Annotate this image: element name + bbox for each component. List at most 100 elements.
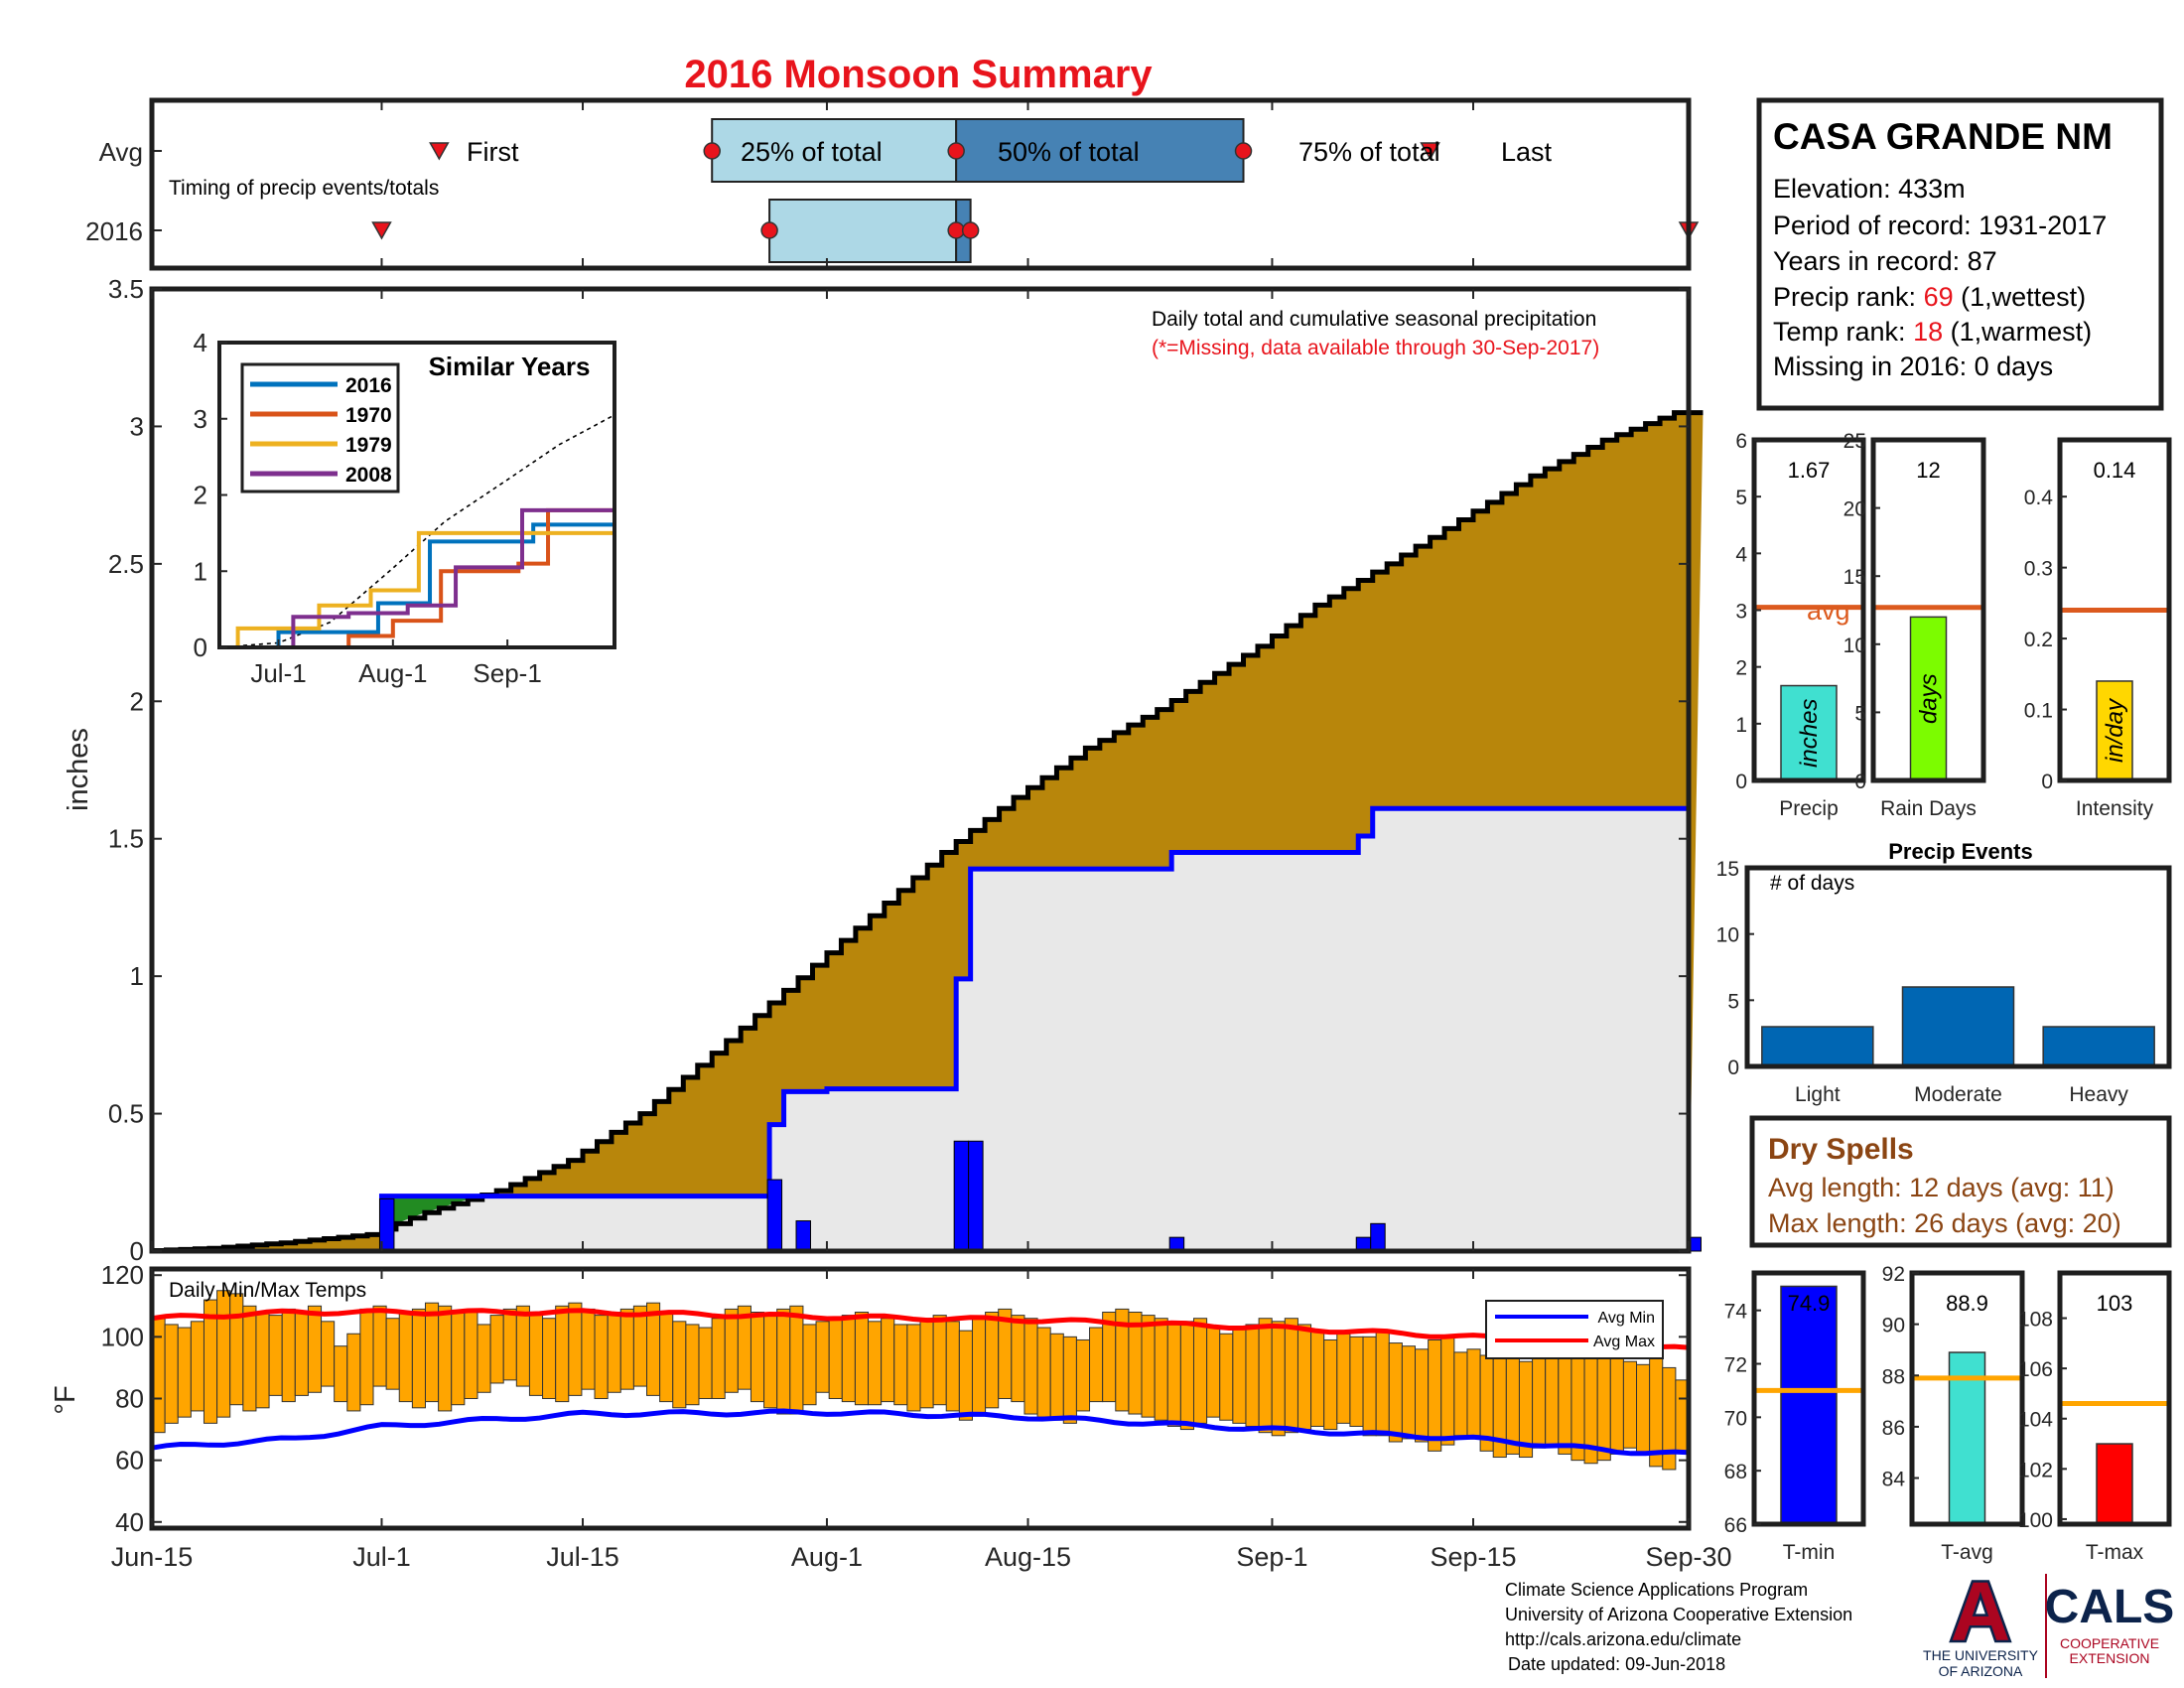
event-y-tick-label: 0: [1727, 1056, 1739, 1079]
daily-precip-bar: [968, 1140, 984, 1252]
stat-frame-intensity_stat: [2057, 437, 2172, 783]
inset-x-tick-label: Aug-1: [358, 658, 427, 688]
daily-temp-bar: [1532, 1351, 1547, 1449]
temperature-legend: [1485, 1300, 1664, 1359]
daily-temp-bar: [1128, 1312, 1143, 1415]
cumulative-plot-area: [152, 410, 1704, 1254]
daily-precip-bar: [795, 1220, 811, 1252]
daily-temp-bar: [906, 1324, 921, 1412]
daily-temp-bar: [1192, 1318, 1208, 1424]
daily-temp-bar: [255, 1312, 270, 1409]
cumulative-annotation-missing: (*=Missing, data available through 30-Se…: [1152, 337, 1599, 359]
footer-line-4: Date updated: 09-Jun-2018: [1508, 1654, 1725, 1674]
daily-temp-bar: [385, 1318, 400, 1390]
timing-last-label: Last: [1501, 137, 1553, 167]
dry-spells-max-length: Max length: 26 days (avg: 20): [1768, 1208, 2121, 1238]
daily-temp-bar: [281, 1308, 296, 1403]
daily-temp-bar: [568, 1302, 583, 1396]
daily-temp-bar: [776, 1308, 791, 1415]
stat-y-tick-label: 10: [1843, 634, 1866, 657]
stat-frame-tmin_stat: [1751, 1270, 1866, 1527]
event-y-tick-label: 10: [1716, 924, 1739, 947]
stat-y-tick-label: 6: [1735, 430, 1747, 453]
stat-bar-tmax_stat: [2096, 1443, 2133, 1525]
timing-marks: [151, 100, 1700, 268]
daily-temp-bar: [489, 1315, 504, 1384]
timing-p25-label: 25% of total: [741, 137, 883, 167]
stat-y-tick-label: 86: [1882, 1417, 1905, 1440]
daily-temp-bar: [1166, 1324, 1181, 1427]
stat-y-tick-label: 102: [2018, 1459, 2053, 1481]
timing-p75-label: 75% of total: [1298, 137, 1440, 167]
above-average-area: [381, 1195, 482, 1235]
2016-first-marker: [371, 221, 392, 240]
daily-temp-bar: [711, 1318, 726, 1399]
ua-letter-logo: A: [1951, 1565, 2011, 1658]
dry-spells-box: Dry Spells Avg length: 12 days (avg: 11)…: [1749, 1115, 2172, 1248]
daily-temp-bar: [177, 1327, 192, 1418]
daily-temp-bar: [1284, 1318, 1298, 1434]
daily-temp-bar: [919, 1318, 934, 1409]
cumulative-y-ticks: 0 0.5 1 1.5 2 2.5 3 3.5: [108, 274, 1689, 1266]
university-of-arizona-logo: A THE UNIVERSITY OF ARIZONA: [1923, 1563, 2039, 1680]
stat-value-raindays_stat: 12: [1916, 458, 1940, 483]
daily-temp-bar: [398, 1312, 413, 1403]
daily-temp-bar: [1336, 1333, 1351, 1424]
daily-temp-bar: [698, 1327, 713, 1400]
y-tick-label: 1.5: [108, 824, 144, 854]
footer-line-1: Climate Science Applications Program: [1505, 1580, 1808, 1600]
figure-title: 2016 Monsoon Summary: [684, 53, 1153, 96]
footer-line-2: University of Arizona Cooperative Extens…: [1505, 1605, 1852, 1624]
stat-unit-intensity_stat: in/day: [2102, 697, 2128, 763]
daily-temp-bar: [881, 1318, 895, 1403]
daily-temp-bar: [502, 1308, 517, 1381]
daily-temp-bar: [868, 1321, 883, 1406]
daily-precip-bar: [953, 1140, 970, 1252]
precip-avg-label: avg: [1807, 596, 1850, 626]
daily-temp-bar: [268, 1315, 283, 1396]
daily-temp-bar: [1062, 1336, 1077, 1424]
station-frame: [1756, 97, 2164, 411]
stat-category-tmin_stat: T-min: [1783, 1541, 1836, 1564]
precip-events-chart: Precip Events Light Moderate Heavy 0 5 10 15 #…: [1716, 839, 2172, 1106]
cals-sub-line-1: COOPERATIVE: [2060, 1635, 2159, 1651]
inset-plot-area: [218, 414, 616, 649]
daily-temp-bar: [321, 1321, 336, 1387]
stat-bar-charts: 01234561.67inchesPrecip051015202512daysR…: [1724, 430, 2172, 1564]
daily-temp-bar: [1271, 1321, 1286, 1437]
temp-y-tick-label: 60: [115, 1446, 144, 1476]
daily-temp-bar: [1179, 1321, 1194, 1431]
inset-legend-label: 1970: [345, 404, 392, 427]
daily-temp-bar: [1024, 1318, 1038, 1415]
daily-temp-bar: [1141, 1315, 1156, 1418]
event-bar: [2042, 1026, 2155, 1067]
inset-x-tick-label: Sep-1: [473, 658, 541, 688]
stat-y-tick-label: 72: [1724, 1354, 1747, 1377]
daily-temp-bar: [971, 1318, 987, 1415]
avg-timing-box-q1: [711, 118, 958, 183]
daily-temp-bar: [1466, 1348, 1481, 1437]
stat-y-tick-label: 0.4: [2024, 487, 2054, 509]
precip-events-plot: Light Moderate Heavy 0 5 10 15: [1716, 858, 2155, 1106]
avg-p50-marker: [947, 142, 965, 160]
cumulative-frame: [149, 286, 1692, 1254]
event-category-label: Heavy: [2069, 1083, 2128, 1106]
timing-subtitle: Timing of precip events/totals: [169, 177, 439, 200]
date-tick-label: Aug-1: [791, 1542, 863, 1572]
cumulative-y-axis-label: inches: [63, 728, 94, 811]
timing-panel: Avg 2016 Timing of precip events/totals …: [85, 97, 1700, 271]
inset-legend-items: 2016 1970 1979 2008: [250, 374, 392, 487]
stat-value-tavg_stat: 88.9: [1946, 1291, 1988, 1316]
footer-line-3: http://cals.arizona.edu/climate: [1505, 1629, 1741, 1649]
inset-y-tick-label: 3: [194, 404, 207, 434]
date-tick-label: Jul-1: [352, 1542, 411, 1572]
daily-temp-bar: [372, 1305, 387, 1387]
legend-avg-min-label: Avg Min: [1597, 1310, 1655, 1327]
stat-y-tick-label: 4: [1735, 543, 1747, 566]
daily-temp-bar: [542, 1318, 557, 1399]
avg-min-temp-line: [151, 1408, 1690, 1457]
daily-temp-bar: [828, 1318, 843, 1399]
station-missing: Missing in 2016: 0 days: [1773, 352, 2053, 381]
date-tick-label: Sep-30: [1645, 1542, 1731, 1572]
